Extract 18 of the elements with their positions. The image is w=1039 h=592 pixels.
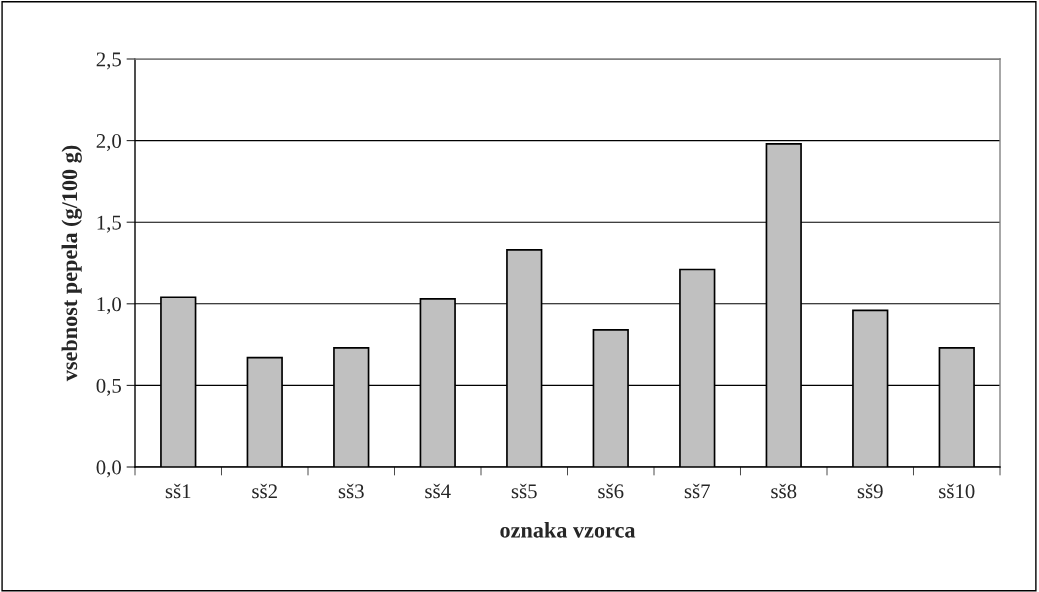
x-tick-label: sš2 xyxy=(252,483,277,499)
y-tick-label: 2,0 xyxy=(96,133,122,152)
x-tick-label: sš6 xyxy=(598,483,624,499)
x-tick-label: sš1 xyxy=(165,483,191,499)
y-axis-title: vsebnost pepela (g/100 g) xyxy=(61,145,82,382)
x-tick-label: sš10 xyxy=(939,483,975,499)
y-tick-label: 1,5 xyxy=(97,215,121,233)
y-tick-label: 0,0 xyxy=(96,460,122,478)
x-tick-label: sš4 xyxy=(425,483,451,499)
y-tick-label: 1,0 xyxy=(97,297,122,315)
x-tick-label: sš8 xyxy=(771,483,797,499)
x-tick-label: sš7 xyxy=(684,483,710,499)
y-tick-label: 0,5 xyxy=(96,378,121,396)
y-tick-label: 2,5 xyxy=(96,52,121,70)
x-tick-label: sš3 xyxy=(338,483,364,499)
x-tick-label: sš5 xyxy=(511,483,537,499)
x-axis-title: oznaka vzorca xyxy=(500,522,636,538)
x-tick-label: sš9 xyxy=(857,483,883,499)
